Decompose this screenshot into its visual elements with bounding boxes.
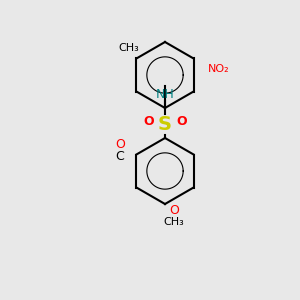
Text: O: O <box>169 203 179 217</box>
Text: CH₃: CH₃ <box>164 217 184 227</box>
Text: S: S <box>158 115 172 134</box>
Text: CH₃: CH₃ <box>118 43 140 53</box>
Text: C: C <box>116 149 124 163</box>
Text: O: O <box>176 115 187 128</box>
Text: NO₂: NO₂ <box>208 64 230 74</box>
Text: NH: NH <box>156 88 174 101</box>
Text: O: O <box>143 115 154 128</box>
Text: O: O <box>115 137 125 151</box>
